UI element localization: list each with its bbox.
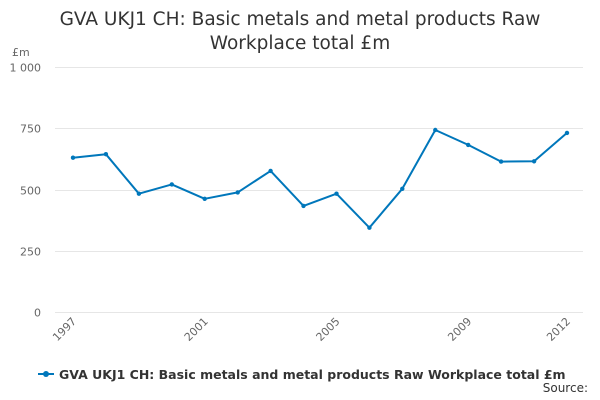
x-tick-label: 2009	[445, 315, 474, 344]
chart-title-line-1: GVA UKJ1 CH: Basic metals and metal prod…	[59, 9, 541, 30]
data-point[interactable]	[433, 127, 438, 133]
x-tick-label: 2001	[182, 315, 211, 344]
y-axis-tick-labels: 0 250 500 750 1 000	[10, 62, 42, 320]
grid-lines	[55, 67, 583, 313]
data-point[interactable]	[498, 159, 504, 164]
y-axis-unit-label: £m	[12, 46, 30, 59]
data-point[interactable]	[70, 155, 76, 160]
series-layer	[70, 127, 570, 230]
data-point[interactable]	[169, 182, 174, 187]
series-line	[72, 129, 568, 229]
y-tick-label: 1 000	[10, 62, 42, 75]
data-point[interactable]	[103, 152, 109, 157]
x-tick-label: 1997	[50, 315, 79, 344]
y-tick-label: 0	[34, 307, 41, 320]
data-point[interactable]	[531, 159, 537, 164]
x-tick-label: 2005	[314, 315, 343, 344]
x-axis-tick-labels: 1997 2001 2005 2009 2012	[50, 315, 573, 344]
x-tick-label: 2012	[544, 315, 573, 344]
data-point[interactable]	[466, 142, 471, 148]
data-point[interactable]	[268, 168, 273, 174]
y-tick-label: 750	[20, 123, 41, 136]
data-point[interactable]	[564, 130, 570, 136]
y-tick-label: 500	[20, 185, 41, 198]
chart-title: GVA UKJ1 CH: Basic metals and metal prod…	[0, 8, 600, 56]
data-point[interactable]	[301, 203, 306, 209]
data-point[interactable]	[202, 196, 207, 201]
source-label: Source:	[542, 381, 588, 395]
data-point[interactable]	[367, 225, 372, 230]
y-tick-label: 250	[20, 246, 41, 259]
data-point[interactable]	[235, 190, 240, 195]
legend-line-marker-icon	[38, 368, 54, 380]
legend-label: GVA UKJ1 CH: Basic metals and metal prod…	[59, 366, 566, 382]
legend[interactable]: GVA UKJ1 CH: Basic metals and metal prod…	[38, 366, 566, 382]
data-point[interactable]	[400, 186, 405, 191]
data-point[interactable]	[136, 191, 142, 196]
chart-title-line-2: Workplace total £m	[209, 33, 391, 54]
data-point[interactable]	[334, 191, 339, 196]
